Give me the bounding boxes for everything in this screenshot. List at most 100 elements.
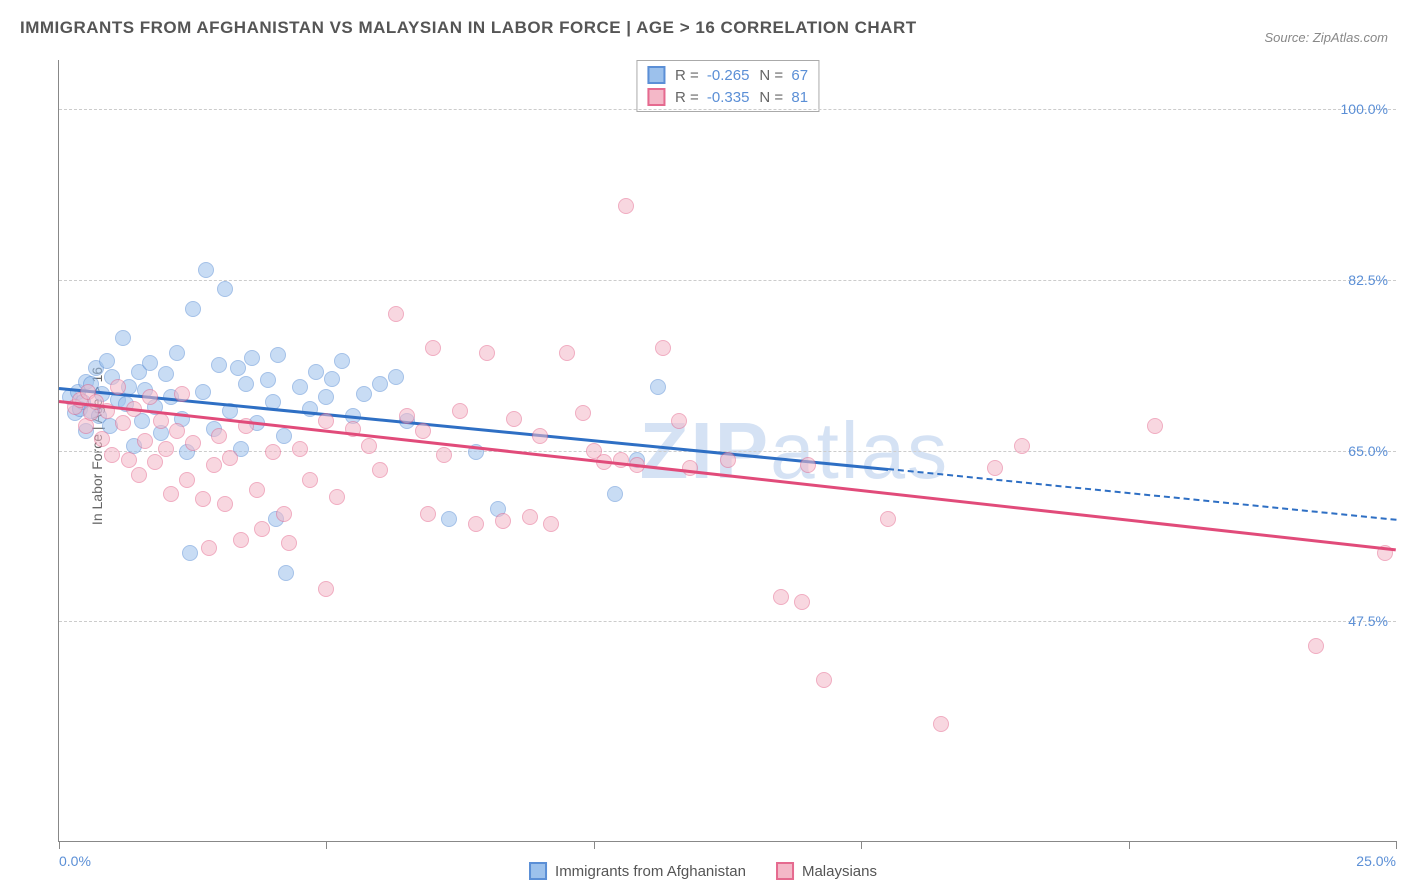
data-point [1014, 438, 1030, 454]
data-point [356, 386, 372, 402]
trend-line-extrapolated [888, 468, 1396, 521]
data-point [773, 589, 789, 605]
n-label: N = 67 [759, 67, 808, 84]
data-point [211, 428, 227, 444]
data-point [217, 496, 233, 512]
x-tick [1396, 841, 1397, 849]
data-point [265, 444, 281, 460]
data-point [452, 403, 468, 419]
legend-swatch [529, 862, 547, 880]
data-point [543, 516, 559, 532]
data-point [121, 452, 137, 468]
data-point [211, 357, 227, 373]
data-point [270, 347, 286, 363]
data-point [104, 447, 120, 463]
legend-swatch [647, 88, 665, 106]
chart-plot-area: ZIPatlas R = -0.265N = 67R = -0.335N = 8… [58, 60, 1396, 842]
stats-legend: R = -0.265N = 67 R = -0.335 N = 81 [636, 60, 819, 112]
stats-legend-row: R = -0.335 N = 81 [647, 86, 808, 108]
data-point [655, 340, 671, 356]
data-point [388, 369, 404, 385]
data-point [115, 330, 131, 346]
data-point [195, 384, 211, 400]
data-point [244, 350, 260, 366]
data-point [198, 262, 214, 278]
data-point [682, 460, 698, 476]
data-point [650, 379, 666, 395]
data-point [249, 482, 265, 498]
stats-legend-row: R = -0.265N = 67 [647, 64, 808, 86]
data-point [933, 716, 949, 732]
data-point [506, 411, 522, 427]
data-point [880, 511, 896, 527]
data-point [302, 472, 318, 488]
legend-label: Immigrants from Afghanistan [555, 863, 746, 880]
data-point [182, 545, 198, 561]
data-point [415, 423, 431, 439]
data-point [559, 345, 575, 361]
data-point [607, 486, 623, 502]
data-point [254, 521, 270, 537]
data-point [318, 389, 334, 405]
data-point [479, 345, 495, 361]
y-tick-label: 65.0% [1348, 443, 1388, 459]
source-label: Source: ZipAtlas.com [1264, 30, 1388, 45]
data-point [575, 405, 591, 421]
data-point [137, 433, 153, 449]
data-point [169, 345, 185, 361]
y-tick-label: 100.0% [1341, 101, 1388, 117]
data-point [671, 413, 687, 429]
data-point [238, 376, 254, 392]
n-label: N = 81 [759, 89, 808, 106]
data-point [613, 452, 629, 468]
data-point [372, 462, 388, 478]
data-point [720, 452, 736, 468]
data-point [260, 372, 276, 388]
data-point [185, 435, 201, 451]
x-tick [59, 841, 60, 849]
x-tick [594, 841, 595, 849]
data-point [94, 431, 110, 447]
legend-swatch [647, 66, 665, 84]
data-point [163, 486, 179, 502]
data-point [1147, 418, 1163, 434]
data-point [142, 389, 158, 405]
legend-item: Malaysians [776, 862, 877, 880]
data-point [329, 489, 345, 505]
data-point [388, 306, 404, 322]
data-point [324, 371, 340, 387]
data-point [99, 353, 115, 369]
data-point [522, 509, 538, 525]
gridline [59, 109, 1396, 110]
x-tick [1129, 841, 1130, 849]
data-point [495, 513, 511, 529]
data-point [153, 413, 169, 429]
data-point [206, 457, 222, 473]
data-point [794, 594, 810, 610]
r-label: R = -0.335 [675, 89, 749, 106]
data-point [217, 281, 233, 297]
data-point [276, 506, 292, 522]
data-point [468, 516, 484, 532]
data-point [147, 454, 163, 470]
data-point [158, 366, 174, 382]
data-point [302, 401, 318, 417]
x-tick-label: 0.0% [59, 853, 91, 869]
data-point [195, 491, 211, 507]
data-point [436, 447, 452, 463]
data-point [318, 413, 334, 429]
data-point [174, 386, 190, 402]
x-tick [326, 841, 327, 849]
data-point [115, 415, 131, 431]
data-point [361, 438, 377, 454]
data-point [292, 441, 308, 457]
data-point [292, 379, 308, 395]
y-tick-label: 82.5% [1348, 272, 1388, 288]
data-point [816, 672, 832, 688]
data-point [318, 581, 334, 597]
data-point [618, 198, 634, 214]
x-tick [861, 841, 862, 849]
y-tick-label: 47.5% [1348, 613, 1388, 629]
data-point [308, 364, 324, 380]
data-point [185, 301, 201, 317]
